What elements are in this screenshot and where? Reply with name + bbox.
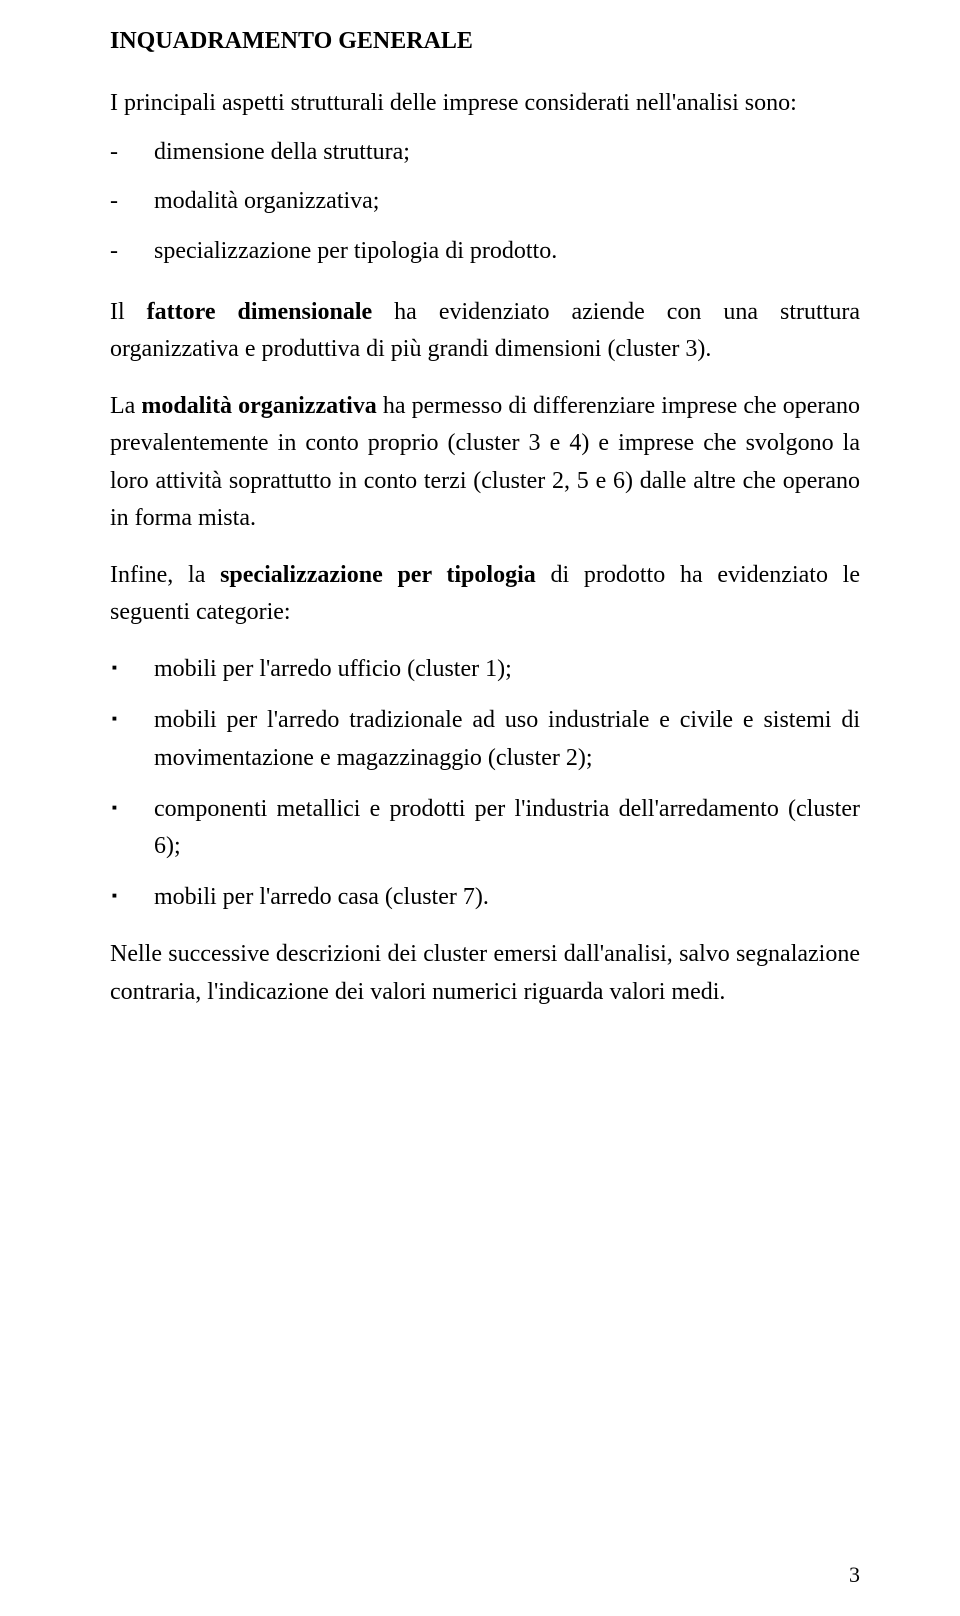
paragraph: Il fattore dimensionale ha evidenziato a… [110, 294, 860, 368]
bold-term: modalità organizzativa [141, 393, 376, 419]
list-item: mobili per l'arredo ufficio (cluster 1); [110, 651, 860, 688]
paragraph: Nelle successive descrizioni dei cluster… [110, 936, 860, 1010]
square-list: mobili per l'arredo ufficio (cluster 1);… [110, 651, 860, 916]
list-item: specializzazione per tipologia di prodot… [110, 233, 860, 270]
list-item: componenti metallici e prodotti per l'in… [110, 791, 860, 865]
section-heading: INQUADRAMENTO GENERALE [110, 28, 860, 55]
bold-term: fattore dimensionale [147, 299, 373, 325]
list-item: modalità organizzativa; [110, 183, 860, 220]
text-run: Il [110, 299, 147, 325]
paragraph: Infine, la specializzazione per tipologi… [110, 557, 860, 631]
list-item: dimensione della struttura; [110, 134, 860, 171]
text-run: La [110, 393, 141, 419]
text-run: Infine, la [110, 562, 220, 588]
intro-text: I principali aspetti strutturali delle i… [110, 85, 860, 122]
document-page: INQUADRAMENTO GENERALE I principali aspe… [0, 0, 960, 1011]
bold-term: specializzazione per tipologia [220, 562, 536, 588]
page-number: 3 [849, 1562, 860, 1588]
list-item: mobili per l'arredo tradizionale ad uso … [110, 702, 860, 776]
list-item: mobili per l'arredo casa (cluster 7). [110, 879, 860, 916]
dash-list: dimensione della struttura; modalità org… [110, 134, 860, 270]
paragraph: La modalità organizzativa ha permesso di… [110, 388, 860, 537]
